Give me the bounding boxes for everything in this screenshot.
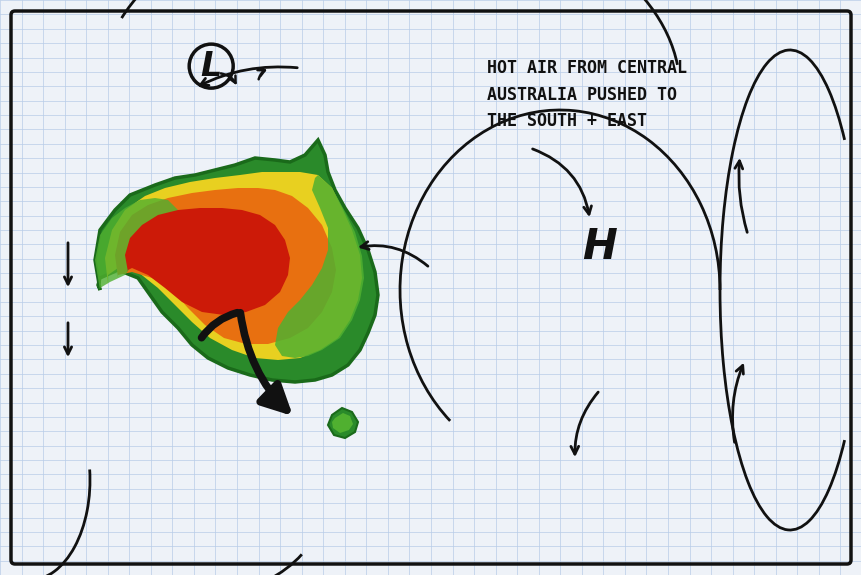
- Polygon shape: [328, 408, 357, 438]
- Text: HOT AIR FROM CENTRAL
AUSTRALIA PUSHED TO
THE SOUTH + EAST: HOT AIR FROM CENTRAL AUSTRALIA PUSHED TO…: [486, 59, 686, 131]
- Polygon shape: [115, 188, 336, 344]
- Polygon shape: [125, 208, 289, 315]
- Polygon shape: [331, 413, 353, 433]
- Text: H: H: [581, 226, 616, 269]
- Polygon shape: [105, 172, 362, 360]
- Text: L: L: [201, 49, 221, 83]
- Polygon shape: [95, 140, 378, 382]
- Polygon shape: [95, 198, 177, 290]
- Polygon shape: [275, 175, 363, 358]
